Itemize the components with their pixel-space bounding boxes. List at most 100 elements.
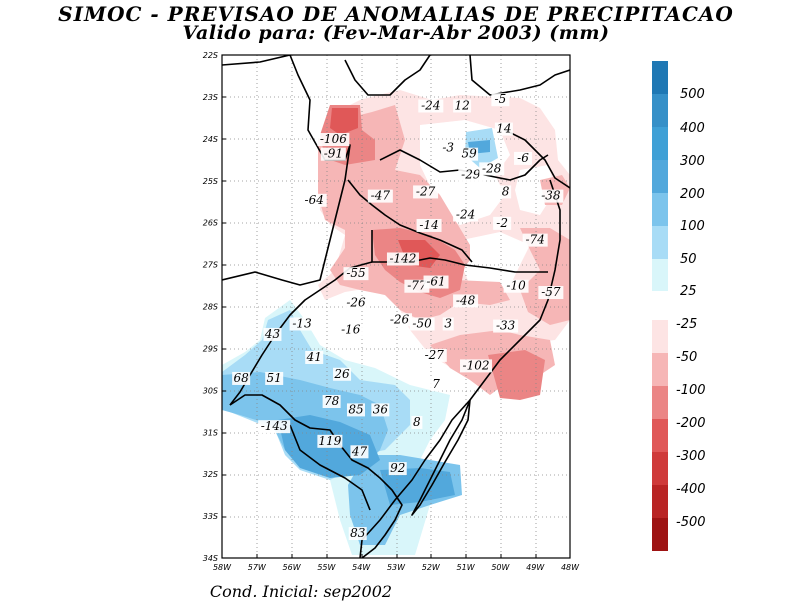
value-label-bg bbox=[258, 420, 291, 434]
colorbar-pos-4 bbox=[652, 160, 668, 193]
anomaly-value-label: 92 bbox=[390, 461, 405, 475]
value-label-bg bbox=[371, 403, 390, 417]
anomaly-value-label: -55 bbox=[346, 266, 365, 280]
value-label-bg bbox=[538, 189, 564, 203]
anomaly-value-label: 68 bbox=[233, 371, 249, 385]
value-label-bg bbox=[500, 185, 512, 199]
anomaly-value-label: 59 bbox=[461, 147, 477, 161]
lon-label: 51W bbox=[457, 563, 476, 572]
lat-label: 25S bbox=[203, 177, 218, 186]
border-sp-mg bbox=[469, 55, 570, 96]
colorbar-label-negative: -100 bbox=[676, 383, 706, 398]
value-label-bg bbox=[317, 434, 343, 448]
value-label-bg bbox=[343, 267, 369, 281]
anomaly-value-label: -10 bbox=[506, 279, 526, 293]
colorbar-neg-7 bbox=[652, 518, 668, 551]
anomaly-value-label: -3 bbox=[442, 140, 454, 154]
anomaly-value-label: -13 bbox=[292, 316, 312, 330]
anomaly-value-label: -28 bbox=[482, 161, 502, 175]
anomaly-value-label: 119 bbox=[318, 434, 341, 448]
anomaly-value-label: -142 bbox=[389, 251, 416, 265]
colorbar-neg-2 bbox=[652, 353, 668, 386]
value-label-bg bbox=[538, 286, 564, 300]
colorbar-label-positive: 50 bbox=[680, 252, 697, 267]
value-label-bg bbox=[263, 327, 282, 341]
anomaly-value-label: -143 bbox=[261, 419, 288, 433]
field-neg-100-se bbox=[488, 350, 545, 400]
anomaly-value-label: -26 bbox=[346, 296, 366, 310]
value-label-bg bbox=[289, 317, 315, 331]
value-label-bg bbox=[367, 189, 393, 203]
colorbar-label-positive: 200 bbox=[680, 187, 705, 202]
value-label-bg bbox=[386, 313, 412, 327]
colorbar-neg-3 bbox=[652, 386, 668, 419]
lon-label: 54W bbox=[352, 563, 371, 572]
lon-label: 56W bbox=[283, 563, 302, 572]
value-label-bg bbox=[479, 162, 505, 176]
value-label-bg bbox=[388, 462, 407, 476]
value-label-bg bbox=[409, 317, 435, 331]
colorbar-label-negative: -300 bbox=[676, 449, 706, 464]
value-label-bg bbox=[416, 218, 442, 232]
value-label-bg bbox=[460, 359, 493, 373]
colorbar-pos-2 bbox=[652, 94, 668, 127]
lon-label: 48W bbox=[561, 563, 580, 572]
value-label-bg bbox=[460, 147, 479, 161]
lat-label: 28S bbox=[203, 303, 218, 312]
anomaly-value-label: 47 bbox=[351, 444, 368, 458]
colorbar-pos-6 bbox=[652, 226, 668, 259]
lon-label: 49W bbox=[526, 563, 545, 572]
value-label-bg bbox=[413, 185, 439, 199]
anomaly-value-label: 78 bbox=[324, 394, 340, 408]
uruguay-inner bbox=[289, 424, 371, 511]
value-label-bg bbox=[453, 208, 479, 222]
colorbar-neg-6 bbox=[652, 485, 668, 518]
lat-label: 24S bbox=[203, 135, 218, 144]
lon-label: 55W bbox=[317, 563, 336, 572]
anomaly-value-label: -77 bbox=[407, 279, 427, 293]
border-uruguay bbox=[229, 394, 403, 558]
border-ms-sp bbox=[344, 55, 431, 96]
anomaly-value-label: -74 bbox=[526, 233, 545, 247]
coastline-sp bbox=[504, 129, 570, 189]
anomaly-value-label: 8 bbox=[502, 184, 510, 198]
value-label-bg bbox=[514, 151, 533, 165]
anomaly-value-label: 14 bbox=[496, 122, 511, 136]
value-label-bg bbox=[439, 141, 458, 155]
anomaly-value-label: -33 bbox=[496, 319, 516, 333]
value-label-bg bbox=[418, 99, 444, 113]
lon-label: 53W bbox=[387, 563, 406, 572]
anomaly-value-label: -57 bbox=[541, 285, 561, 299]
anomaly-value-label: -24 bbox=[456, 207, 475, 221]
value-label-bg bbox=[404, 279, 430, 293]
anomaly-value-label: -27 bbox=[416, 184, 436, 198]
lat-label: 33S bbox=[203, 512, 218, 521]
anomaly-value-label: -29 bbox=[461, 168, 481, 182]
anomaly-value-label: 51 bbox=[267, 371, 282, 385]
anomaly-value-label: -91 bbox=[324, 147, 343, 161]
lat-label: 26S bbox=[203, 219, 218, 228]
anomaly-value-label: 36 bbox=[373, 402, 389, 416]
coast-east bbox=[359, 179, 561, 558]
anomaly-value-label: -47 bbox=[371, 189, 391, 203]
anomaly-value-label: 7 bbox=[432, 377, 440, 391]
value-label-bg bbox=[322, 395, 341, 409]
value-label-bg bbox=[320, 147, 346, 161]
anomaly-value-label: -16 bbox=[341, 323, 361, 337]
border-parana bbox=[347, 179, 473, 263]
anomaly-value-label: -24 bbox=[421, 98, 440, 112]
colorbar-pos-5 bbox=[652, 193, 668, 226]
value-label-bg bbox=[386, 252, 419, 266]
value-label-bg bbox=[411, 415, 423, 429]
colorbar-label-positive: 400 bbox=[680, 121, 705, 136]
colorbar-neg-5 bbox=[652, 452, 668, 485]
value-label-bg bbox=[350, 445, 369, 459]
value-label-bg bbox=[423, 275, 449, 289]
colorbar-label-positive: 100 bbox=[680, 219, 705, 234]
colorbar-neg-4 bbox=[652, 419, 668, 452]
lat-axis: 22S 23S 24S 25S 26S 27S 28S 29S 30S 31S 32S 33S 34S bbox=[203, 51, 218, 563]
value-label-bg bbox=[301, 193, 327, 207]
lat-label: 34S bbox=[203, 554, 218, 563]
field-neg-200-nw bbox=[330, 108, 358, 135]
colorbar-pos-1 bbox=[652, 61, 668, 94]
